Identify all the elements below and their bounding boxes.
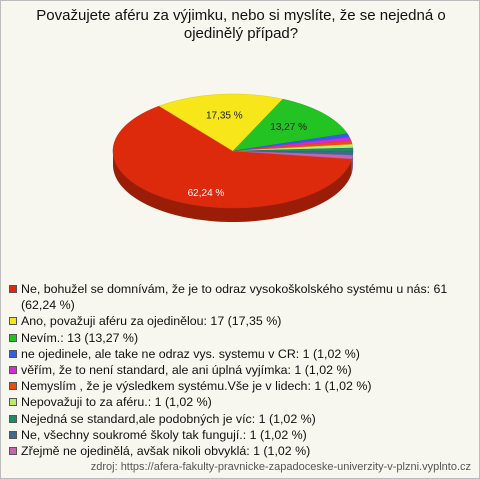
slice [112,105,353,209]
legend-label: Nejedná se standard,ale podobných je víc… [21,411,316,426]
legend-item: ne ojedinele, ale take ne odraz vys. sys… [9,346,474,362]
slice [158,93,284,152]
legend-label: Zřejmě ne ojedinělá, avšak nikoli obvykl… [21,444,311,459]
value-label: 62,24 % [188,188,225,199]
legend-swatch [9,430,17,439]
source: zdroj: https://afera-fakulty-pravnicke-z… [90,461,471,473]
legend-label: Ne, bohužel se domnívám, že je to odraz … [21,282,448,313]
legend-swatch [9,398,17,407]
legend-label: Nemyslím , že je výsledkem systému.Vše j… [21,379,372,394]
legend-item: věřím, že to není standard, ale ani úpln… [9,362,474,378]
legend-label: ne ojedinele, ale take ne odraz vys. sys… [21,346,360,361]
legend-item: Ano, považuji aféru za ojedinělou: 17 (1… [9,313,474,329]
legend-item: Nejedná se standard,ale podobných je víc… [9,411,474,427]
legend-label: Ano, považuji aféru za ojedinělou: 17 (1… [21,314,282,329]
legend-item: Zřejmě ne ojedinělá, avšak nikoli obvykl… [9,443,474,459]
legend-swatch [9,366,17,375]
value-label: 17,35 % [206,111,243,122]
legend-swatch [9,414,17,423]
legend-label: věřím, že to není standard, ale ani úpln… [21,363,352,378]
legend-swatch [9,382,17,391]
legend-item: Ne, všechny soukromé školy tak fungují.:… [9,427,474,443]
slice-side [113,151,352,222]
legend-swatch [9,285,17,293]
legend-item: Nemyslím , že je výsledkem systému.Vše j… [9,378,474,394]
legend-label: Nevím.: 13 (13,27 %) [21,330,139,345]
slice-side [351,155,353,173]
chart-title: Považujete aféru za výjimku, nebo si mys… [36,7,446,42]
legend-label: Nepovažuji to za aféru.: 1 (1,02 %) [21,395,212,410]
legend-swatch [9,447,17,456]
legend-item: Ne, bohužel se domnívám, že je to odraz … [9,281,474,313]
legend-item: Nepovažuji to za aféru.: 1 (1,02 %) [9,394,474,410]
legend-swatch [9,333,17,342]
legend: Ne, bohužel se domnívám, že je to odraz … [9,281,474,459]
slice [232,98,348,152]
value-label: 13,27 % [270,122,307,133]
pie: 62,24 % 17,35 % 13,27 % [112,93,354,222]
slice [232,150,353,160]
legend-swatch [9,349,17,358]
legend-item: Nevím.: 13 (13,27 %) [9,330,474,346]
legend-label: Ne, všechny soukromé školy tak fungují.:… [21,427,307,442]
legend-swatch [9,317,17,326]
